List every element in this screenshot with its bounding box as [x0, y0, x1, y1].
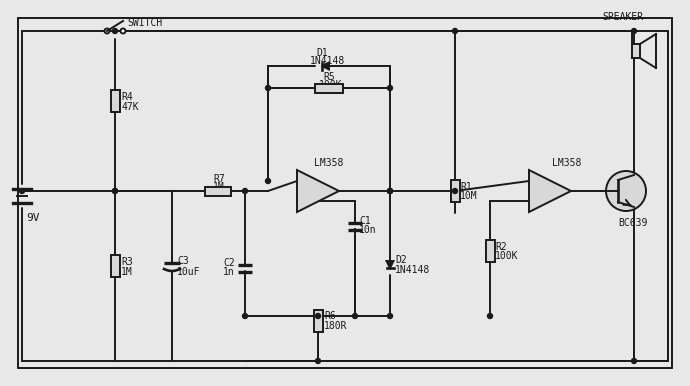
Polygon shape	[297, 170, 339, 212]
Bar	[451, 180, 460, 202]
Circle shape	[353, 313, 357, 318]
Text: C3: C3	[177, 256, 189, 266]
Text: 1n: 1n	[223, 267, 235, 277]
Text: R1: R1	[460, 182, 472, 192]
Circle shape	[488, 313, 493, 318]
Text: 100K: 100K	[495, 251, 518, 261]
Text: 10M: 10M	[460, 191, 477, 201]
Text: C2: C2	[223, 258, 235, 268]
Text: 47K: 47K	[121, 102, 139, 112]
Text: -: -	[532, 174, 539, 184]
Text: 1N4148: 1N4148	[395, 265, 431, 275]
Text: R4: R4	[121, 92, 132, 102]
Text: C1: C1	[359, 216, 371, 226]
Text: 10uF: 10uF	[177, 267, 201, 277]
Text: D1: D1	[316, 48, 328, 58]
Circle shape	[315, 359, 320, 364]
Circle shape	[112, 188, 117, 193]
Text: LM358: LM358	[552, 158, 582, 168]
Bar	[110, 90, 119, 112]
Circle shape	[453, 188, 457, 193]
Circle shape	[112, 188, 117, 193]
Text: 1M: 1M	[121, 267, 132, 277]
Circle shape	[315, 313, 320, 318]
Text: 1M: 1M	[213, 182, 225, 192]
Bar	[632, 44, 640, 58]
Circle shape	[242, 313, 248, 318]
Text: LM358: LM358	[314, 158, 344, 168]
Bar	[313, 310, 322, 332]
Circle shape	[112, 29, 117, 34]
Circle shape	[388, 188, 393, 193]
Circle shape	[388, 188, 393, 193]
Circle shape	[266, 178, 270, 183]
Text: SWITCH: SWITCH	[127, 18, 162, 28]
Circle shape	[266, 86, 270, 90]
Circle shape	[388, 188, 393, 193]
Bar	[205, 186, 231, 195]
Text: SPEAKER: SPEAKER	[602, 12, 643, 22]
Circle shape	[242, 188, 248, 193]
Text: D2: D2	[395, 255, 406, 265]
Circle shape	[453, 29, 457, 34]
Circle shape	[388, 86, 393, 90]
Polygon shape	[322, 63, 329, 69]
Bar	[110, 255, 119, 277]
Circle shape	[388, 313, 393, 318]
Polygon shape	[386, 261, 393, 268]
Circle shape	[631, 29, 636, 34]
Text: 1N4148: 1N4148	[310, 56, 345, 66]
Text: 10n: 10n	[359, 225, 377, 235]
Circle shape	[104, 29, 110, 34]
Text: 180R: 180R	[324, 321, 348, 331]
Bar	[315, 83, 343, 93]
Circle shape	[121, 29, 126, 34]
Text: 9V: 9V	[26, 213, 39, 223]
Circle shape	[631, 359, 636, 364]
Text: R3: R3	[121, 257, 132, 267]
Text: -: -	[300, 174, 307, 184]
Bar	[486, 240, 495, 262]
Text: R2: R2	[495, 242, 506, 252]
Text: R5: R5	[323, 72, 335, 82]
Text: +: +	[300, 198, 307, 208]
Polygon shape	[529, 170, 571, 212]
Circle shape	[19, 188, 25, 193]
Text: R7: R7	[213, 174, 225, 184]
Text: R6: R6	[324, 311, 336, 321]
Text: +: +	[532, 198, 539, 208]
Text: BC639: BC639	[618, 218, 647, 228]
Text: 100K: 100K	[319, 80, 342, 90]
Circle shape	[606, 171, 646, 211]
